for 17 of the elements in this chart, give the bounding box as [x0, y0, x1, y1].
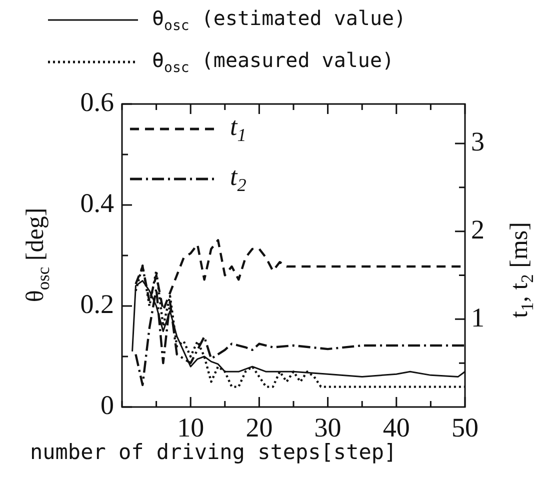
y2-tick-label: 3 — [471, 126, 484, 157]
x-tick-label: 50 — [452, 412, 478, 442]
legend-label: θ$_{osc}$ (estimated value) — [152, 6, 406, 34]
x-axis-title: number of driving steps[step] — [30, 440, 397, 464]
y-tick-label: 0.6 — [80, 87, 114, 118]
x-tick-label: 40 — [382, 412, 410, 442]
y-tick-label: 0.2 — [80, 289, 114, 320]
x-tick-label: 10 — [177, 412, 204, 442]
y2-tick-label: 1 — [471, 302, 484, 332]
x-tick-label: 20 — [246, 412, 273, 442]
legend-label: t$_{2}$ — [230, 162, 246, 196]
legend-label: θ$_{osc}$ (measured value) — [152, 48, 394, 76]
y-tick-label: 0.4 — [80, 188, 114, 218]
x-tick-label: 30 — [314, 412, 342, 442]
y-tick-label: 0 — [100, 390, 114, 420]
legend-label: t$_{1}$ — [230, 112, 246, 146]
y2-tick-label: 2 — [471, 214, 484, 244]
